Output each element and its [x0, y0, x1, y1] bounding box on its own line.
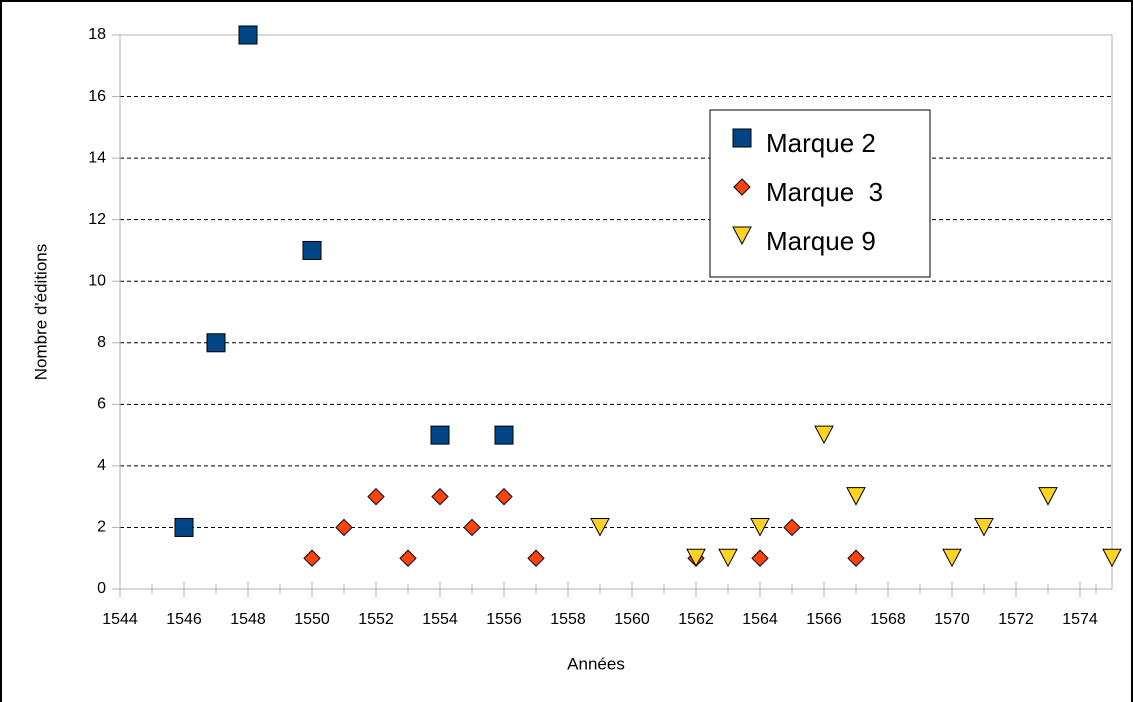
marker-triangle: [1102, 548, 1122, 568]
y-tick-label: 18: [88, 26, 106, 43]
y-tick-label: 10: [88, 272, 106, 289]
y-axis-label: Nombre d'éditions: [31, 244, 50, 380]
marker-diamond: [463, 518, 481, 537]
marker-square: [174, 517, 194, 537]
marker-square: [732, 128, 752, 148]
marker-diamond: [847, 549, 865, 567]
marker-diamond: [399, 549, 417, 567]
marker-diamond: [783, 518, 801, 537]
x-tick-label: 1572: [998, 611, 1034, 628]
marker-diamond: [527, 549, 545, 567]
x-tick-label: 1568: [870, 611, 906, 628]
x-tick-label: 1574: [1062, 611, 1098, 628]
marker-diamond: [431, 487, 449, 506]
marker-triangle: [718, 548, 738, 568]
y-tick-label: 6: [97, 396, 106, 413]
marker-square: [430, 425, 450, 445]
marker-diamond: [733, 178, 751, 196]
marker-square: [238, 25, 258, 45]
y-tick-label: 14: [88, 149, 106, 166]
y-tick-label: 12: [88, 211, 106, 228]
y-tick-label: 8: [97, 334, 106, 351]
marker-triangle: [846, 487, 866, 506]
marker-triangle: [814, 425, 834, 445]
x-tick-label: 1544: [102, 611, 138, 628]
marker-diamond: [495, 487, 513, 506]
marker-triangle: [750, 517, 770, 537]
y-tick-label: 0: [97, 580, 106, 597]
marker-diamond: [303, 549, 321, 567]
legend-label: Marque 9: [766, 226, 876, 256]
x-tick-label: 1550: [294, 611, 330, 628]
marker-diamond: [751, 549, 769, 567]
legend-label: Marque 2: [766, 128, 876, 158]
marker-triangle: [942, 548, 962, 568]
x-tick-label: 1548: [230, 611, 266, 628]
x-tick-label: 1562: [678, 611, 714, 628]
x-tick-label: 1566: [806, 611, 842, 628]
marker-triangle: [974, 517, 994, 537]
marker-square: [206, 333, 226, 353]
marker-triangle: [732, 226, 752, 246]
y-tick-label: 16: [88, 88, 106, 105]
marker-square: [302, 240, 322, 260]
x-tick-label: 1564: [742, 611, 778, 628]
y-tick-label: 4: [97, 457, 106, 474]
x-tick-label: 1570: [934, 611, 970, 628]
marker-diamond: [367, 487, 385, 506]
x-tick-label: 1560: [614, 611, 650, 628]
legend: Marque 2 Marque 3 Marque 9: [709, 109, 931, 278]
x-tick-label: 1552: [358, 611, 394, 628]
marker-triangle: [590, 517, 610, 537]
x-tick-label: 1558: [550, 611, 586, 628]
x-tick-label: 1556: [486, 611, 522, 628]
plot-area: [120, 35, 1112, 589]
legend-label: Marque 3: [766, 177, 883, 207]
x-tick-label: 1546: [166, 611, 202, 628]
marker-square: [494, 425, 514, 445]
x-axis-label: Années: [567, 654, 625, 673]
marker-triangle: [686, 548, 706, 568]
y-tick-label: 2: [97, 519, 106, 536]
marker-triangle: [1038, 487, 1058, 506]
x-tick-label: 1554: [422, 611, 458, 628]
marker-diamond: [335, 518, 353, 537]
